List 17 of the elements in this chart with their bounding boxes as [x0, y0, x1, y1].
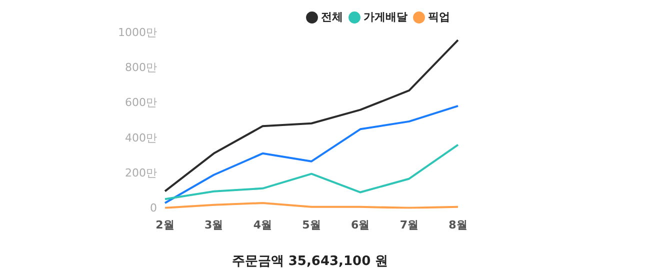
x-tick-label: 7월 — [400, 218, 418, 232]
y-tick-label: 0 — [150, 202, 157, 215]
y-tick-label: 200만 — [124, 166, 157, 180]
x-tick-label: 4월 — [253, 218, 272, 232]
x-tick-label: 6월 — [351, 218, 370, 232]
x-tick-label: 8월 — [448, 218, 468, 232]
x-tick-label: 2월 — [156, 218, 174, 232]
text: 주문금액 35,643,100 원 — [230, 253, 390, 270]
legend-label: 전체 — [321, 10, 343, 24]
y-tick-label: 1000만 — [118, 26, 157, 39]
legend-label: 픽업 — [428, 10, 450, 24]
y-tick-label: 400만 — [124, 131, 157, 144]
x-tick-label: 3월 — [204, 218, 224, 232]
y-tick-label: 800만 — [124, 61, 157, 74]
y-tick-label: 600만 — [124, 96, 157, 110]
legend-label: 가게배달 — [364, 10, 408, 24]
x-tick-label: 5월 — [302, 218, 321, 232]
